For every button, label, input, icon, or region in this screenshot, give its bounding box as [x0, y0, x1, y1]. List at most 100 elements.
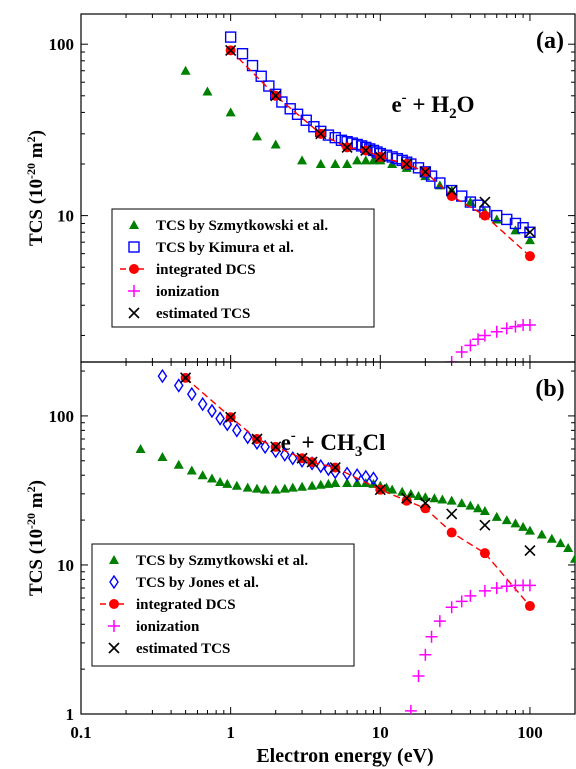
point-ionization [500, 322, 513, 335]
point-ionization [412, 669, 425, 682]
series-estimated [180, 372, 536, 557]
point-kimura [300, 114, 312, 126]
point-integrated [524, 601, 535, 612]
point-szmytkowski [242, 482, 253, 492]
point-szmytkowski [570, 553, 575, 563]
point-integrated [420, 503, 431, 514]
point-szmytkowski [360, 155, 371, 165]
legend-label-kimura: TCS by Kimura et al. [156, 240, 294, 256]
x-tick-label: 1 [226, 723, 235, 742]
y-axis-label: TCS (10-20 m2) [24, 130, 47, 246]
point-ionization [500, 580, 513, 593]
point-jones [197, 396, 208, 412]
point-szmytkowski [260, 484, 271, 494]
point-jones [368, 471, 379, 486]
point-ionization [419, 648, 432, 661]
point-integrated [401, 495, 412, 506]
point-integrated [524, 251, 535, 262]
point-szmytkowski [437, 494, 448, 504]
point-integrated [446, 527, 457, 538]
point-kimura [236, 48, 249, 60]
point-szmytkowski [342, 159, 353, 169]
point-szmytkowski [252, 483, 263, 493]
point-kimura [276, 96, 288, 108]
point-szmytkowski [429, 493, 440, 503]
point-estimated [419, 497, 431, 509]
series-ionization [445, 319, 536, 362]
series-szmytkowski [135, 443, 575, 563]
point-estimated [401, 158, 413, 170]
point-szmytkowski [491, 511, 502, 521]
point-estimated [341, 141, 353, 153]
legend-box [91, 543, 355, 667]
point-szmytkowski [270, 484, 281, 494]
legend-marker-kimura [128, 241, 140, 253]
point-szmytkowski [135, 443, 146, 453]
legend-box [111, 208, 375, 328]
y-axis-label: TCS (10-20 m2) [24, 480, 47, 596]
x-tick-label: 100 [517, 723, 543, 742]
point-szmytkowski [231, 480, 242, 490]
point-kimura [255, 70, 267, 82]
legend: TCS by Szmytkowski et al. TCS by Kimura e… [111, 208, 375, 328]
axis-ticks [80, 362, 576, 715]
point-szmytkowski [186, 465, 197, 475]
point-kimura [263, 80, 275, 92]
point-estimated [270, 90, 282, 102]
point-estimated [225, 411, 237, 423]
point-ionization [509, 320, 522, 333]
legend-marker-ionization [128, 285, 140, 297]
y-tick-label: 100 [49, 35, 75, 54]
point-jones [207, 403, 217, 419]
point-kimura [329, 131, 341, 144]
panel-label: (a) [536, 28, 564, 54]
point-szmytkowski [330, 159, 341, 169]
legend-label-integrated: integrated DCS [156, 262, 256, 278]
point-jones [173, 378, 184, 393]
panel-label: (b) [535, 376, 564, 402]
point-szmytkowski [297, 155, 308, 165]
point-szmytkowski [222, 478, 233, 488]
legend-label-estimated: estimated TCS [156, 306, 250, 322]
y-tick-label: 100 [49, 407, 75, 426]
point-ionization [404, 704, 417, 714]
point-szmytkowski [225, 107, 236, 117]
point-ionization [490, 325, 503, 338]
point-szmytkowski [479, 506, 490, 516]
point-jones [186, 386, 197, 402]
point-ionization [445, 601, 458, 614]
point-kimura [472, 199, 484, 211]
point-kimura [291, 108, 304, 120]
legend-label-jones: TCS by Jones et al. [136, 575, 259, 591]
legend-marker-ionization [108, 620, 120, 632]
legend-label-integrated: integrated DCS [136, 597, 236, 613]
point-szmytkowski [465, 500, 476, 510]
point-estimated [180, 372, 192, 384]
point-szmytkowski [524, 525, 535, 535]
data-series [135, 368, 575, 714]
point-szmytkowski [297, 481, 308, 491]
point-ionization [455, 346, 468, 359]
point-jones [232, 423, 242, 438]
series-estimated [225, 44, 536, 238]
point-estimated [419, 166, 431, 178]
legend-marker-integrated [129, 264, 139, 274]
point-szmytkowski [252, 131, 263, 141]
point-szmytkowski [352, 155, 363, 165]
point-szmytkowski [563, 542, 574, 552]
point-ionization [464, 339, 477, 352]
legend-marker-jones [109, 574, 119, 590]
point-szmytkowski [180, 65, 191, 75]
point-estimated [306, 456, 318, 468]
point-ionization [478, 329, 491, 342]
point-jones [315, 458, 326, 474]
point-szmytkowski [315, 159, 326, 169]
point-szmytkowski [173, 459, 184, 469]
legend-marker-szmytkowski [109, 555, 119, 564]
point-szmytkowski [555, 538, 566, 548]
point-szmytkowski [524, 235, 535, 245]
point-szmytkowski [491, 214, 502, 224]
point-szmytkowski [307, 480, 318, 490]
point-estimated [296, 452, 308, 464]
